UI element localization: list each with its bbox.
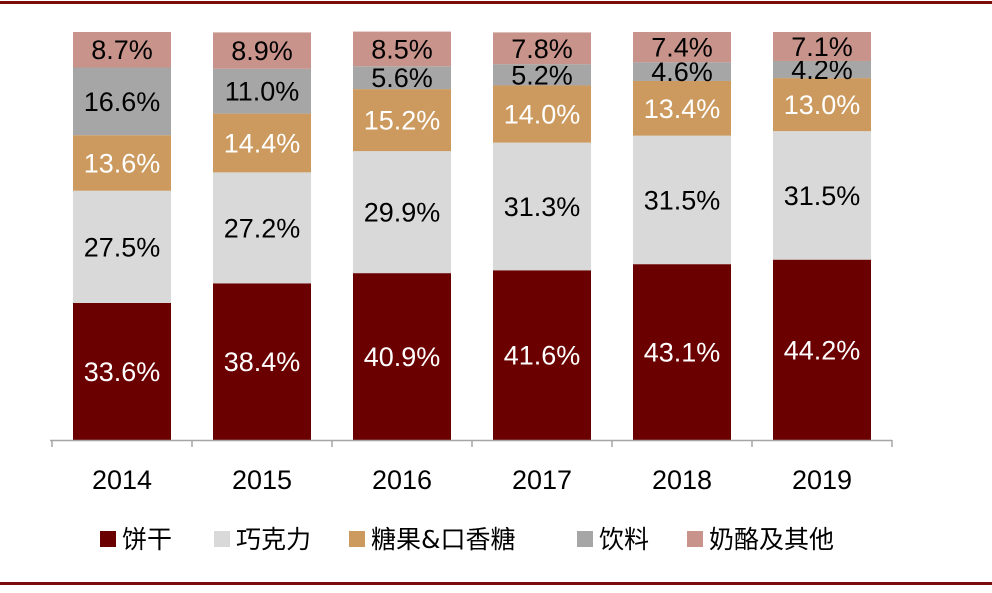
bar-segment-2016-s1: [353, 151, 451, 274]
data-label-2015-s2: 14.4%: [224, 128, 301, 158]
x-axis: 2014 2015 2016 2017 2018 2019: [50, 439, 893, 495]
data-label-2016-s2: 15.2%: [364, 106, 441, 136]
bar-segment-2015-s0: [213, 283, 311, 440]
x-tick-label-2014: 2014: [92, 465, 152, 495]
x-tick-label-2017: 2017: [512, 465, 572, 495]
legend-label-s4: 奶酪及其他: [709, 525, 834, 554]
bar-segment-2017-s2: [493, 85, 591, 143]
data-label-2014-s1: 27.5%: [84, 232, 161, 262]
bar-segment-2014-s1: [73, 190, 171, 303]
bar-segment-2017-s1: [493, 142, 591, 271]
bar-segment-2016-s3: [353, 66, 451, 90]
legend-swatch-s1: [214, 531, 230, 547]
data-label-2014-s2: 13.6%: [84, 148, 161, 178]
bar-segment-2018-s0: [633, 264, 731, 440]
bar-segment-2018-s1: [633, 135, 731, 265]
legend-label-s1: 巧克力: [236, 525, 311, 554]
bar-segment-2015-s1: [213, 172, 311, 284]
data-label-2017-s2: 14.0%: [504, 100, 581, 130]
data-label-2014-s3: 16.6%: [84, 87, 161, 117]
bar-segment-2015-s4: [213, 32, 311, 69]
bar-segment-2014-s0: [73, 302, 171, 440]
legend-swatch-s4: [687, 531, 703, 547]
bar-segment-2019-s1: [773, 131, 871, 260]
bar-segment-2014-s3: [73, 67, 171, 136]
bar-segment-2018-s4: [633, 32, 731, 63]
data-label-2015-s3: 11.0%: [225, 77, 300, 107]
data-label-2017-s1: 31.3%: [504, 192, 581, 222]
bar-segment-2017-s4: [493, 32, 591, 65]
bar-segment-2019-s3: [773, 60, 871, 79]
data-label-2019-s2: 13.0%: [784, 90, 861, 120]
legend: 饼干 巧克力 糖果&口香糖 饮料 奶酪及其他: [100, 525, 834, 554]
bar-segment-2017-s0: [493, 270, 591, 440]
bar-segment-2019-s2: [773, 78, 871, 132]
legend-swatch-s2: [349, 531, 365, 547]
data-label-2019-s1: 31.5%: [784, 181, 861, 211]
data-label-2018-s1: 31.5%: [644, 185, 721, 215]
bar-segment-2015-s3: [213, 68, 311, 114]
data-label-2018-s4: 7.4%: [651, 33, 713, 63]
data-label-2018-s0: 43.1%: [644, 338, 721, 368]
bar-segment-2019-s4: [773, 32, 871, 61]
x-tick-label-2019: 2019: [792, 465, 852, 495]
bar-segment-2018-s2: [633, 80, 731, 136]
data-label-2017-s3: 5.2%: [511, 60, 573, 90]
bar-segment-2014-s4: [73, 32, 171, 68]
bar-segment-2016-s0: [353, 273, 451, 440]
data-label-2019-s0: 44.2%: [784, 335, 861, 365]
data-label-2016-s0: 40.9%: [364, 342, 441, 372]
data-label-2014-s0: 33.6%: [84, 357, 161, 387]
bar-segment-2014-s2: [73, 135, 171, 191]
bar-segment-2017-s3: [493, 64, 591, 86]
legend-swatch-s0: [100, 531, 116, 547]
data-label-2017-s4: 7.8%: [511, 34, 573, 64]
data-label-2016-s3: 5.6%: [371, 63, 433, 93]
legend-label-s3: 饮料: [599, 525, 649, 554]
bar-segment-2016-s2: [353, 89, 451, 152]
bar-segment-2018-s3: [633, 62, 731, 81]
data-label-2015-s0: 38.4%: [224, 347, 301, 377]
legend-label-s2: 糖果&口香糖: [371, 525, 516, 554]
bar-segment-2019-s0: [773, 259, 871, 440]
legend-swatch-s3: [577, 531, 593, 547]
bars-group: 33.6% 27.5% 13.6% 16.6% 8.7% 38.4% 27.2% 14.4% 1…: [73, 31, 871, 440]
data-label-2015-s1: 27.2%: [224, 213, 301, 243]
data-label-2017-s0: 41.6%: [504, 341, 581, 371]
data-label-2014-s4: 8.7%: [91, 35, 153, 65]
data-label-2018-s2: 13.4%: [644, 94, 721, 124]
data-label-2016-s1: 29.9%: [364, 198, 441, 228]
bar-segment-2016-s4: [353, 31, 451, 67]
legend-label-s0: 饼干: [122, 525, 172, 554]
x-tick-label-2015: 2015: [232, 465, 292, 495]
x-tick-label-2016: 2016: [372, 465, 432, 495]
data-label-2016-s4: 8.5%: [371, 34, 433, 64]
data-label-2019-s4: 7.1%: [791, 32, 853, 62]
data-label-2015-s4: 8.9%: [231, 36, 293, 66]
bar-segment-2015-s2: [213, 113, 311, 173]
x-tick-label-2018: 2018: [652, 465, 712, 495]
